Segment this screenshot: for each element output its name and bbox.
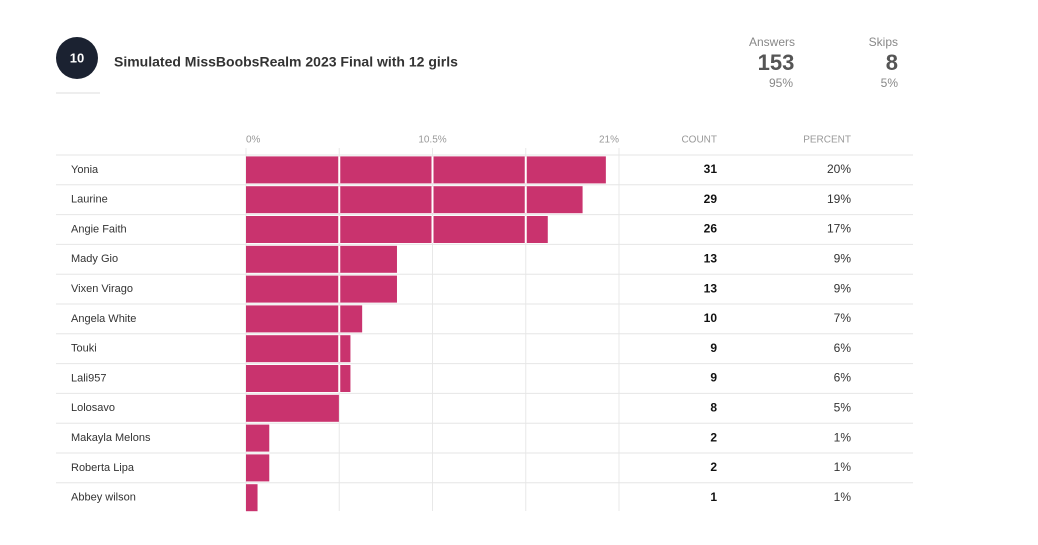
skips-count: 8 <box>886 50 898 75</box>
count-header: COUNT <box>681 135 717 146</box>
percent-label: 9% <box>834 281 852 295</box>
answers-count: 153 <box>758 50 795 75</box>
percent-label: 1% <box>834 430 852 444</box>
percent-label: 17% <box>827 222 851 236</box>
count: 9 <box>710 371 717 385</box>
percent-label: 9% <box>834 251 852 265</box>
bar <box>246 245 397 273</box>
count: 8 <box>710 400 717 414</box>
count: 13 <box>704 251 718 265</box>
bar <box>246 454 270 482</box>
bar <box>246 424 270 452</box>
count: 9 <box>710 341 717 355</box>
percent-header: PERCENT <box>803 135 851 146</box>
x-tick-label: 21% <box>599 135 619 146</box>
category-label: Makayla Melons <box>71 432 151 444</box>
count: 31 <box>704 162 718 176</box>
count: 2 <box>710 460 717 474</box>
count: 13 <box>704 281 718 295</box>
count: 26 <box>704 222 718 236</box>
count: 1 <box>710 490 717 504</box>
count: 10 <box>704 311 718 325</box>
category-label: Lolosavo <box>71 402 115 414</box>
percent-label: 19% <box>827 192 851 206</box>
count: 29 <box>704 192 718 206</box>
percent-label: 1% <box>834 460 852 474</box>
bar <box>246 335 351 363</box>
percent-label: 6% <box>834 371 852 385</box>
question-badge <box>56 37 98 79</box>
category-label: Yonia <box>71 164 99 176</box>
category-label: Abbey wilson <box>71 492 136 504</box>
count: 2 <box>710 430 717 444</box>
category-label: Touki <box>71 343 97 355</box>
bar <box>246 484 258 512</box>
x-tick-label: 10.5% <box>418 135 446 146</box>
bar <box>246 186 583 214</box>
answers-label: Answers <box>749 35 795 49</box>
category-label: Lali957 <box>71 372 106 384</box>
category-label: Angela White <box>71 313 136 325</box>
category-label: Mady Gio <box>71 253 118 265</box>
bar <box>246 216 548 243</box>
category-label: Vixen Virago <box>71 283 133 295</box>
percent-label: 6% <box>834 341 852 355</box>
x-tick-label: 0% <box>246 135 261 146</box>
percent-label: 20% <box>827 162 851 176</box>
skips-label: Skips <box>869 35 898 49</box>
bar <box>246 275 397 303</box>
category-label: Roberta Lipa <box>71 462 135 474</box>
answers-percent: 95% <box>769 76 793 90</box>
bar <box>246 365 351 392</box>
percent-label: 1% <box>834 490 852 504</box>
bar <box>246 305 363 333</box>
category-label: Laurine <box>71 194 108 206</box>
question-number: 10 <box>70 50 84 65</box>
bar <box>246 394 339 422</box>
percent-label: 5% <box>834 400 852 414</box>
percent-label: 7% <box>834 311 852 325</box>
bar <box>246 156 606 184</box>
skips-percent: 5% <box>881 76 899 90</box>
question-title: Simulated MissBoobsRealm 2023 Final with… <box>114 54 458 70</box>
category-label: Angie Faith <box>71 223 127 235</box>
